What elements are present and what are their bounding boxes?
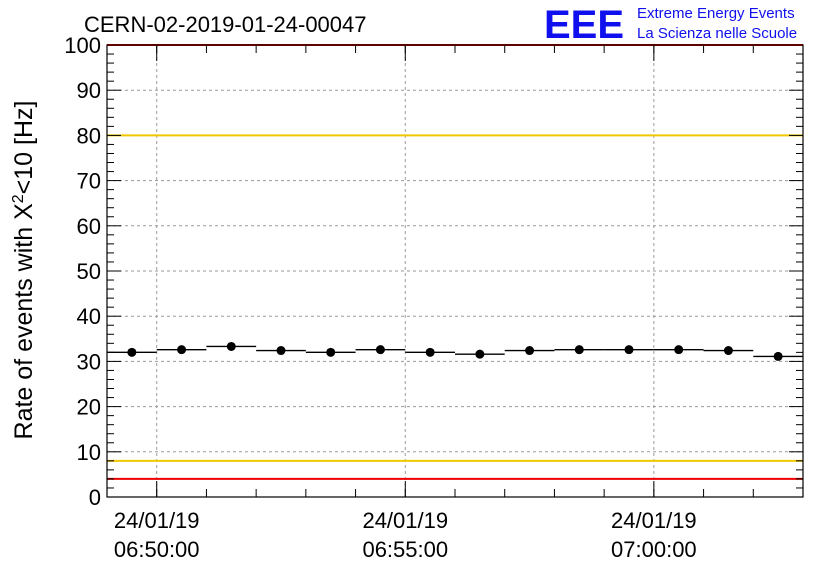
y-tick-label: 80 — [77, 123, 101, 148]
y-tick-label: 20 — [77, 395, 101, 420]
eee-logo: EEE — [544, 3, 624, 47]
data-series — [107, 341, 803, 361]
run-title: CERN-02-2019-01-24-00047 — [84, 12, 367, 37]
data-point — [624, 345, 634, 355]
x-tick-label-date: 24/01/19 — [611, 508, 697, 533]
data-point — [276, 346, 286, 356]
y-tick-label: 100 — [64, 33, 101, 58]
x-tick-label-time: 06:55:00 — [362, 537, 448, 562]
x-tick-label-time: 06:50:00 — [114, 537, 200, 562]
x-tick-label-date: 24/01/19 — [114, 508, 200, 533]
x-tick-label-time: 07:00:00 — [611, 537, 697, 562]
y-tick-label: 30 — [77, 349, 101, 374]
data-point — [525, 346, 535, 356]
data-point — [226, 341, 236, 351]
data-point — [574, 345, 584, 355]
data-point — [773, 351, 783, 361]
data-point — [177, 345, 187, 355]
y-tick-label: 0 — [89, 485, 101, 510]
y-tick-label: 50 — [77, 259, 101, 284]
data-point — [425, 347, 435, 357]
x-tick-label-date: 24/01/19 — [362, 508, 448, 533]
y-tick-label: 10 — [77, 440, 101, 465]
data-point — [723, 346, 733, 356]
data-point — [674, 345, 684, 355]
y-tick-label: 90 — [77, 78, 101, 103]
logo-line-1: Extreme Energy Events — [637, 5, 795, 22]
y-axis-label: Rate of events with X2<10 [Hz] — [10, 101, 38, 440]
data-point — [127, 347, 137, 357]
logo-line-2: La Scienza nelle Scuole — [637, 25, 797, 42]
data-point — [375, 345, 385, 355]
y-tick-label: 70 — [77, 169, 101, 194]
data-point — [475, 349, 485, 359]
data-point — [326, 347, 336, 357]
axis-ticks — [106, 44, 804, 498]
y-tick-label: 40 — [77, 304, 101, 329]
tick-labels: 0 10 20 30 40 50 60 70 80 90 100 24/01/19 06:50:00 24… — [64, 33, 696, 562]
y-tick-label: 60 — [77, 214, 101, 239]
